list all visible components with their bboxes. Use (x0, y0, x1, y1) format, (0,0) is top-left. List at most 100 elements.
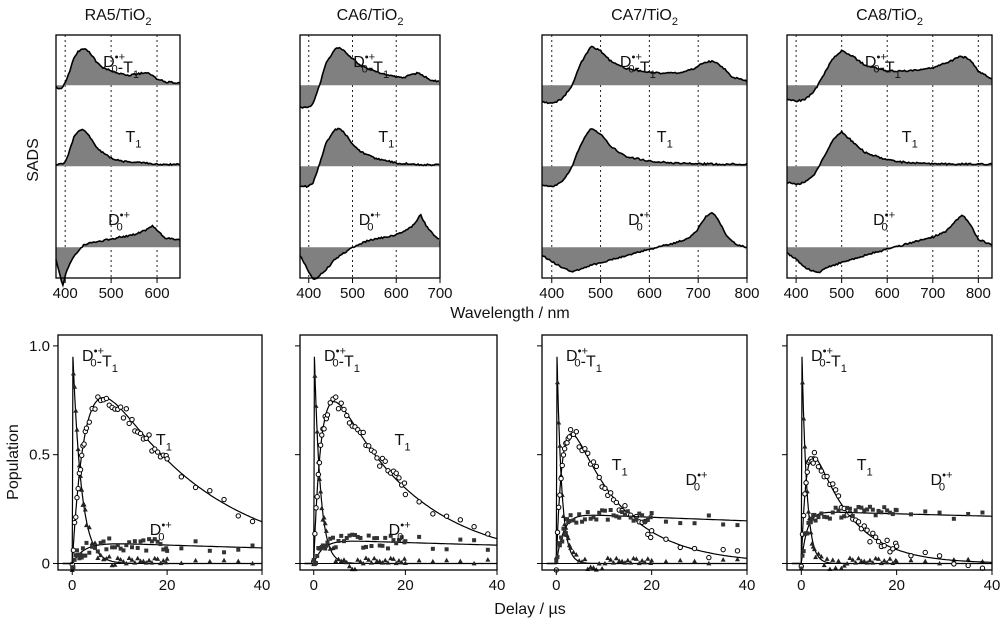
data-point-triangle (73, 408, 79, 413)
markers-d0 (70, 536, 255, 570)
data-point-triangle (321, 515, 327, 520)
x-tick-label: 600 (875, 285, 900, 302)
sads-fill-t1 (787, 131, 992, 185)
data-point-square (391, 538, 396, 543)
data-point-square (567, 519, 572, 524)
data-point-square (144, 548, 149, 553)
data-point-square (444, 547, 449, 552)
data-point-triangle (861, 558, 867, 564)
data-point-circle (313, 505, 319, 511)
x-tick-label: 40 (489, 577, 506, 594)
data-point-square (663, 519, 668, 524)
data-point-triangle (126, 555, 132, 561)
data-point-circle (559, 462, 565, 469)
data-point-triangle (471, 560, 477, 566)
data-point-square (355, 534, 360, 539)
markers-d0 (799, 504, 985, 571)
data-point-square (77, 556, 82, 561)
data-point-square (90, 544, 95, 549)
sads-fill-d0-t1 (300, 47, 440, 108)
data-point-square (110, 545, 115, 550)
data-point-triangle (799, 379, 805, 385)
data-point-square (344, 536, 349, 541)
data-point-triangle (146, 557, 152, 563)
data-point-circle (870, 530, 876, 537)
data-point-triangle (556, 420, 562, 425)
data-point-square (152, 537, 157, 542)
sads-line-d0 (55, 224, 181, 288)
data-point-triangle (338, 558, 344, 564)
data-point-circle (585, 450, 591, 457)
data-point-circle (86, 419, 93, 425)
data-point-square (236, 547, 241, 552)
data-point-triangle (833, 565, 839, 570)
data-point-triangle (642, 559, 648, 565)
data-point-circle (312, 531, 318, 537)
data-point-square (876, 508, 881, 513)
data-point-square (588, 516, 593, 521)
data-point-triangle (636, 560, 642, 566)
data-point-triangle (444, 557, 450, 563)
sads-fill-d0-t1 (787, 50, 992, 102)
data-point-triangle (830, 557, 836, 562)
data-point-square (394, 541, 399, 546)
data-point-triangle (81, 502, 87, 507)
data-point-square (856, 505, 861, 510)
data-point-triangle (120, 559, 126, 564)
sads-label-t1: T1 (125, 129, 141, 151)
data-point-triangle (366, 557, 372, 562)
population-label-d0-t1: D•+ 0-T1 (566, 346, 602, 376)
population-label-d0: D•+ 0 (686, 470, 708, 494)
data-point-triangle (79, 487, 85, 492)
data-point-triangle (813, 554, 819, 560)
data-point-square (565, 517, 570, 522)
data-point-circle (83, 425, 90, 431)
data-point-circle (396, 475, 402, 481)
data-point-triangle (802, 444, 808, 449)
data-point-square (642, 519, 647, 524)
data-point-circle (691, 545, 698, 552)
data-point-square (836, 508, 841, 513)
x-tick-label: 800 (966, 285, 991, 302)
data-point-circle (117, 404, 124, 410)
x-tick-label: 400 (53, 285, 78, 302)
data-point-triangle (887, 556, 893, 561)
data-point-square (923, 509, 928, 514)
sads-label-t1: T1 (657, 129, 673, 151)
data-point-square (347, 533, 352, 538)
panel-frame (786, 34, 993, 279)
data-point-square (649, 511, 654, 516)
data-point-square (873, 513, 878, 518)
data-point-square (149, 539, 154, 544)
sads-fill-t1 (542, 128, 747, 187)
data-point-square (385, 546, 390, 551)
data-point-square (127, 540, 132, 545)
data-point-square (361, 545, 366, 550)
data-point-circle (146, 432, 152, 438)
data-point-square (95, 549, 100, 554)
data-point-triangle (346, 563, 352, 569)
data-point-square (645, 517, 650, 522)
data-point-square (894, 508, 899, 513)
data-point-triangle (568, 545, 574, 550)
data-point-circle (382, 458, 388, 464)
data-point-circle (818, 468, 825, 474)
data-point-triangle (207, 558, 213, 564)
data-point-square (207, 548, 212, 553)
data-point-square (350, 532, 355, 537)
x-tick-label: 0 (310, 577, 318, 594)
data-point-triangle (570, 549, 576, 555)
y-tick-label: 1.0 (29, 338, 50, 355)
data-point-circle (590, 459, 597, 465)
data-point-circle (811, 449, 818, 456)
data-point-circle (471, 524, 477, 530)
fit-curve-d0 (546, 514, 747, 565)
data-point-circle (596, 474, 602, 481)
data-point-triangle (360, 560, 366, 566)
data-point-square (614, 514, 619, 519)
data-point-triangle (878, 560, 884, 566)
data-point-circle (73, 514, 79, 520)
data-point-square (314, 561, 319, 566)
data-point-triangle (853, 560, 859, 565)
